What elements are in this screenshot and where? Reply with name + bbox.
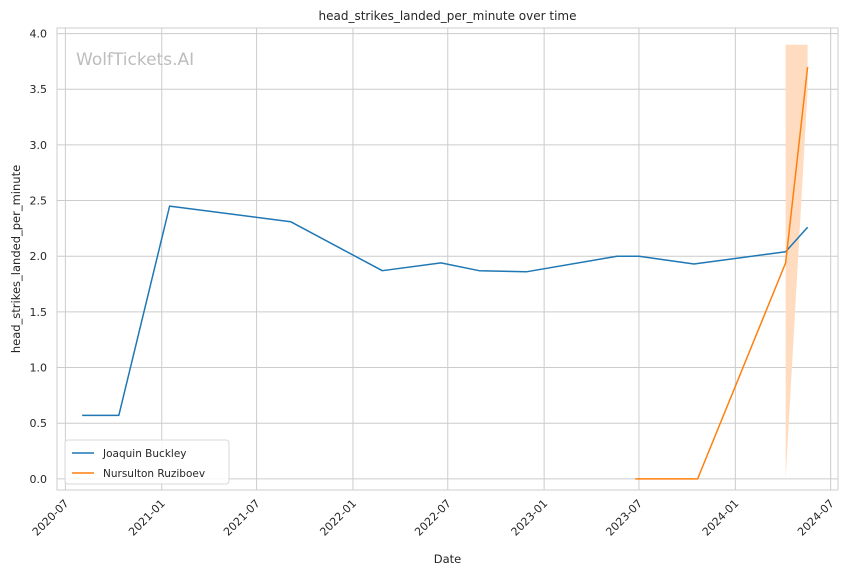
y-tick-label: 0.0	[30, 473, 48, 486]
y-tick-label: 1.5	[30, 306, 48, 319]
y-tick-label: 3.0	[30, 139, 48, 152]
series-lines	[82, 66, 809, 480]
y-tick-label: 2.5	[30, 195, 48, 208]
x-tick-label: 2024-01	[700, 497, 742, 539]
watermark-text: WolfTickets.AI	[76, 50, 194, 70]
y-axis-title: head_strikes_landed_per_minute	[9, 165, 23, 353]
x-tick-label: 2023-07	[603, 497, 645, 539]
legend: Joaquin Buckley Nursulton Ruziboev	[64, 439, 230, 485]
x-axis-title: Date	[434, 552, 462, 566]
y-tick-label: 4.0	[30, 28, 48, 41]
x-tick-label: 2024-07	[795, 497, 837, 539]
y-tick-label: 3.5	[30, 83, 48, 96]
y-tick-labels: 0.0 0.5 1.0 1.5 2.0 2.5 3.0 3.5 4.0	[30, 28, 48, 486]
series-line	[635, 66, 809, 480]
x-tick-labels: 2020-07 2021-01 2021-07 2022-01 2022-07 2023-…	[30, 497, 837, 539]
legend-label: Joaquin Buckley	[102, 448, 187, 460]
chart-title: head_strikes_landed_per_minute over time	[318, 9, 576, 23]
x-tick-label: 2022-01	[317, 497, 359, 539]
confidence-band	[785, 44, 808, 479]
y-gridlines	[57, 33, 838, 480]
x-gridlines	[64, 28, 832, 490]
confidence-bands	[785, 44, 808, 479]
x-tick-label: 2021-07	[221, 497, 263, 539]
legend-box	[64, 439, 230, 485]
x-tick-label: 2020-07	[30, 497, 72, 539]
x-tick-label: 2021-01	[126, 497, 168, 539]
legend-label: Nursulton Ruziboev	[103, 468, 205, 480]
series-line	[82, 205, 809, 417]
y-tick-label: 0.5	[30, 417, 48, 430]
x-tick-label: 2023-01	[509, 497, 551, 539]
y-tick-label: 1.0	[30, 362, 48, 375]
plot-area-frame	[56, 27, 839, 491]
y-tick-label: 2.0	[30, 250, 48, 263]
x-tick-label: 2022-07	[412, 497, 454, 539]
